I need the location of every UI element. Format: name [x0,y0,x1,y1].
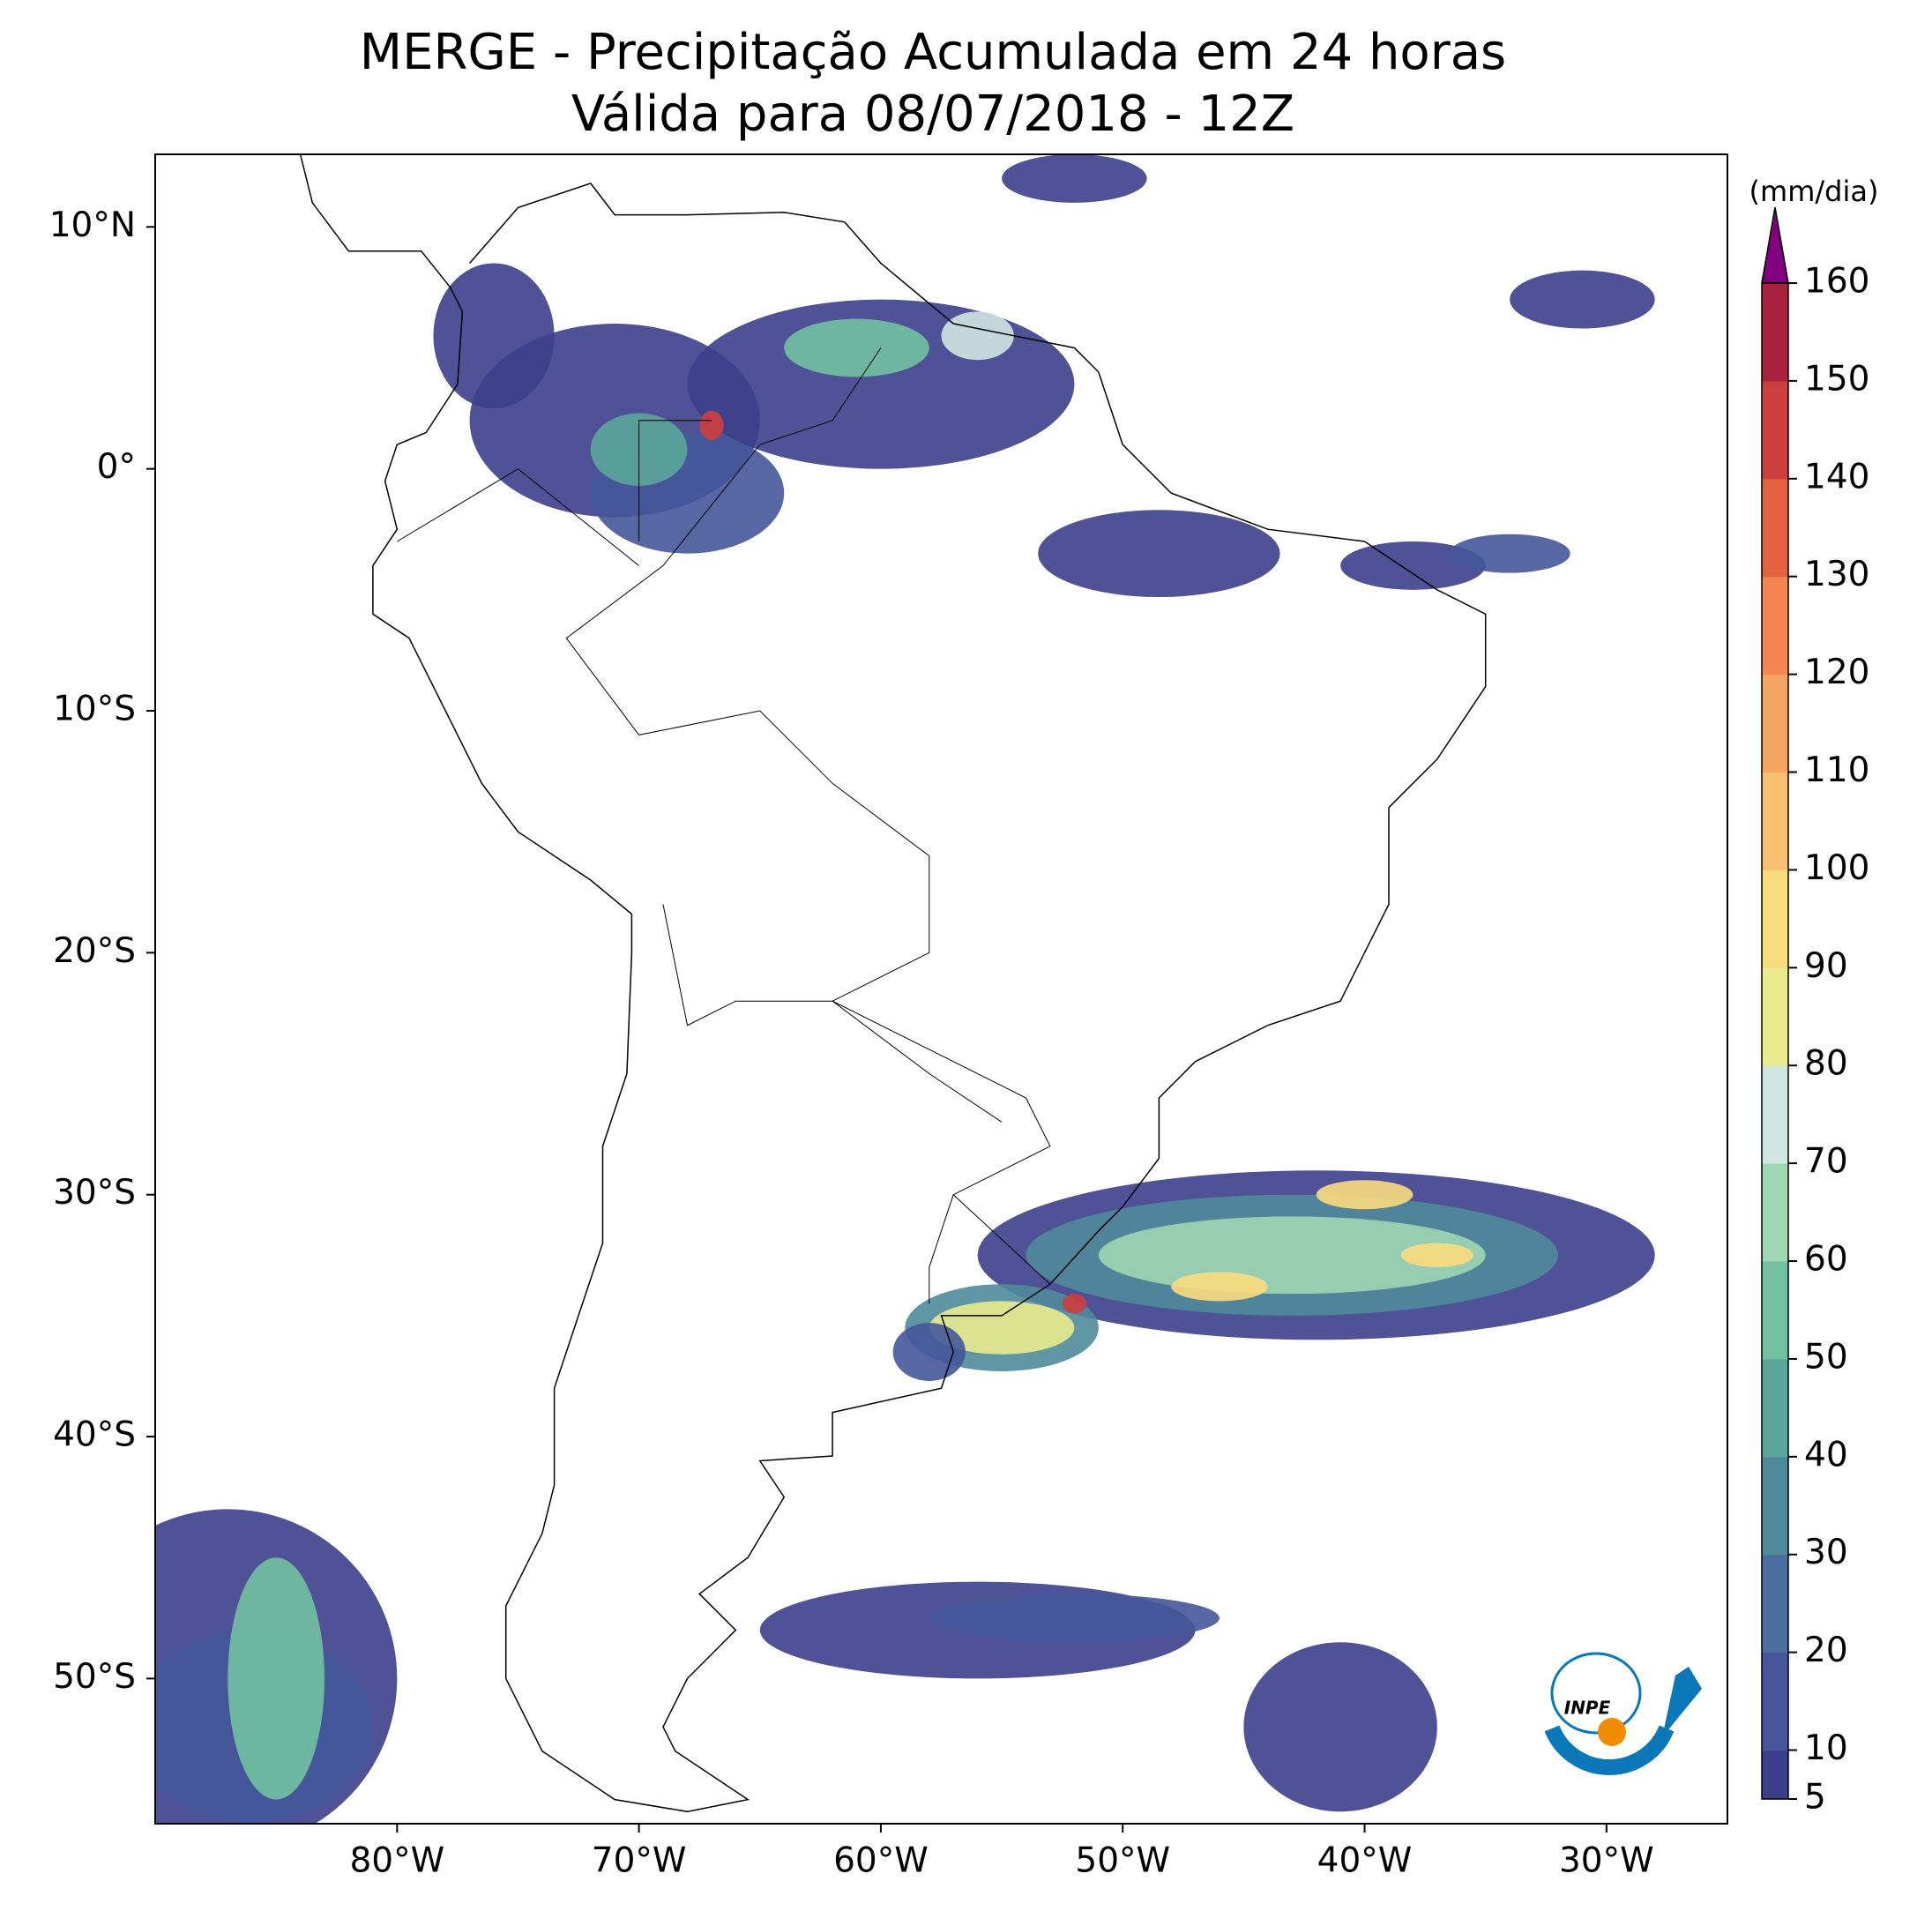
border [638,420,712,541]
precip-area [929,1301,1075,1355]
lat-tick-label: 10°S [53,690,136,729]
border [565,347,1051,1285]
colorbar-tick-label: 10 [1804,1728,1848,1768]
colorbar-tick-label: 140 [1804,457,1869,496]
colorbar-tick-label: 90 [1804,946,1848,986]
colorbar-band [1762,1652,1788,1751]
colorbar-tick-label: 100 [1804,848,1869,888]
colorbar-band [1762,1456,1788,1556]
precip-area [1038,510,1280,598]
colorbar-band [1762,283,1788,382]
precip-area [1062,1294,1087,1314]
map-layer [155,154,1655,1824]
lon-tick-label: 50°W [1075,1841,1170,1881]
lat-tick-label: 50°S [53,1657,136,1697]
precip-area [1243,1642,1437,1812]
colorbar-tick-label: 70 [1804,1142,1848,1182]
colorbar-tick-label: 50 [1804,1337,1848,1377]
precip-area [1002,154,1147,203]
precip-area [699,410,724,440]
lon-tick-label: 40°W [1317,1841,1413,1881]
colorbar-band [1762,674,1788,773]
precip-area [784,318,929,377]
lat-tick-label: 40°S [53,1415,136,1455]
map-frame [154,153,1728,1825]
colorbar-band [1762,967,1788,1066]
precip-area [1400,1243,1473,1267]
colorbar-label: (mm/dia) [1749,175,1879,208]
precip-area [929,1594,1220,1643]
colorbar-band [1762,1358,1788,1458]
colorbar-band [1762,1750,1788,1800]
title-line: Válida para 08/07/2018 - 12Z [571,86,1294,143]
border [929,1194,954,1304]
colorbar-tick-label: 160 [1804,262,1869,302]
precip-area [892,1323,966,1381]
colorbar-band [1762,576,1788,676]
lat-tick-label: 0° [97,447,136,487]
colorbar-tick-label: 30 [1804,1533,1848,1572]
colorbar-band [1762,870,1788,968]
colorbar-frame [1761,282,1789,1800]
colorbar-tick-label: 5 [1804,1778,1826,1818]
precip-area [1449,534,1570,573]
lon-tick-label: 80°W [349,1841,444,1881]
colorbar-tick-label: 110 [1804,750,1869,790]
precip-area [1510,270,1655,329]
colorbar-tick-label: 40 [1804,1435,1848,1474]
precip-area [228,1557,325,1800]
lat-tick-label: 10°N [49,205,136,245]
colorbar-band [1762,380,1788,480]
colorbar-extend [1761,206,1789,284]
colorbar-tick-label: 130 [1804,555,1869,594]
title-line: MERGE - Precipitação Acumulada em 24 hor… [360,24,1506,81]
colorbar-tick-label: 20 [1804,1631,1848,1670]
precip-area [941,311,1014,361]
lon-tick-label: 60°W [833,1841,929,1881]
colorbar-band [1762,478,1788,578]
precip-area [1316,1180,1414,1210]
colorbar-tick-label: 60 [1804,1240,1848,1280]
colorbar-band [1762,1261,1788,1360]
colorbar-band [1762,1554,1788,1653]
border [832,1000,1003,1123]
colorbar-tick-label: 80 [1804,1044,1848,1084]
colorbar-tick-label: 120 [1804,653,1869,692]
border [662,904,833,1026]
precip-area [1171,1272,1268,1302]
precip-area [433,263,555,409]
colorbar-band [1762,772,1788,870]
lat-tick-label: 30°S [53,1173,136,1213]
logo: INPE [1544,1652,1702,1776]
lon-tick-label: 30°W [1559,1841,1654,1881]
colorbar-tick-label: 150 [1804,359,1869,399]
colorbar-band [1762,1065,1788,1164]
lat-tick-label: 20°S [53,931,136,971]
logo-text: INPE [1564,1698,1611,1719]
colorbar-band [1762,1163,1788,1262]
border [397,468,639,566]
coastline [299,154,1487,1813]
lon-tick-label: 70°W [592,1841,687,1881]
